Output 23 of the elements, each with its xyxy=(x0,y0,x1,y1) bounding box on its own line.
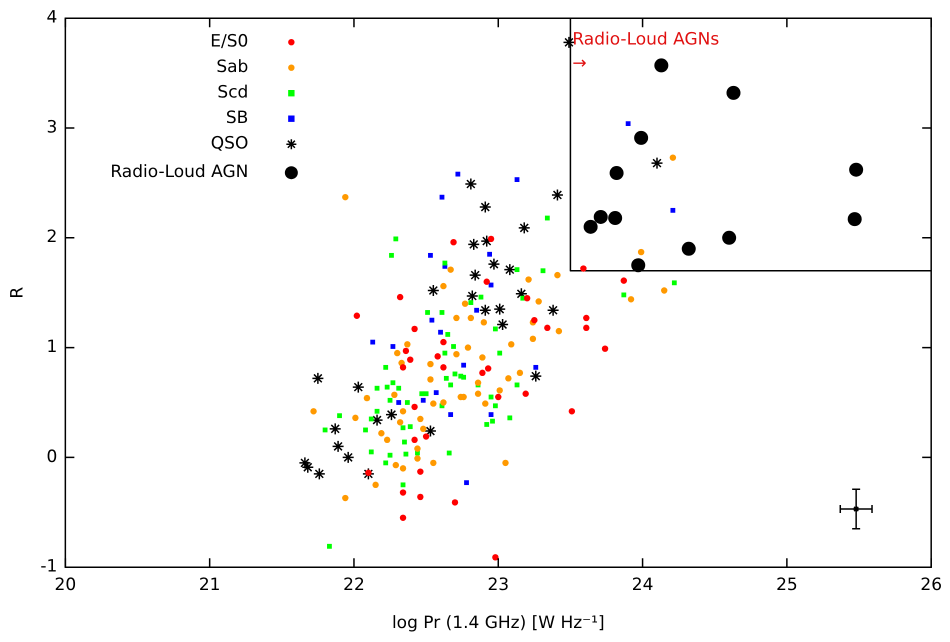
legend-label: Scd xyxy=(217,82,248,103)
y-tick-label: 0 xyxy=(46,446,58,467)
y-tick-label: -1 xyxy=(40,556,58,577)
legend-label: Radio-Loud AGN xyxy=(110,162,248,182)
annotation: Radio-Loud AGNs xyxy=(572,30,720,50)
x-tick-label: 23 xyxy=(487,574,510,595)
annotation: → xyxy=(572,54,587,74)
legend-label: E/S0 xyxy=(210,32,248,52)
x-tick-label: 24 xyxy=(632,574,654,595)
legend-label: SB xyxy=(226,108,248,128)
x-tick-label: 25 xyxy=(776,574,798,595)
x-axis-title: log Pr (1.4 GHz) [W Hz⁻¹] xyxy=(392,613,605,634)
x-tick-label: 21 xyxy=(198,574,220,595)
y-tick-label: 3 xyxy=(46,117,58,138)
y-tick-label: 1 xyxy=(46,337,58,358)
x-tick-label: 20 xyxy=(54,574,76,595)
x-tick-label: 22 xyxy=(343,574,365,595)
y-axis-title: R xyxy=(8,286,28,299)
legend-label: QSO xyxy=(210,134,248,154)
legend-label: Sab xyxy=(216,57,248,78)
y-tick-label: 2 xyxy=(46,227,58,248)
x-tick-label: 26 xyxy=(920,574,942,595)
y-tick-label: 4 xyxy=(46,8,58,28)
